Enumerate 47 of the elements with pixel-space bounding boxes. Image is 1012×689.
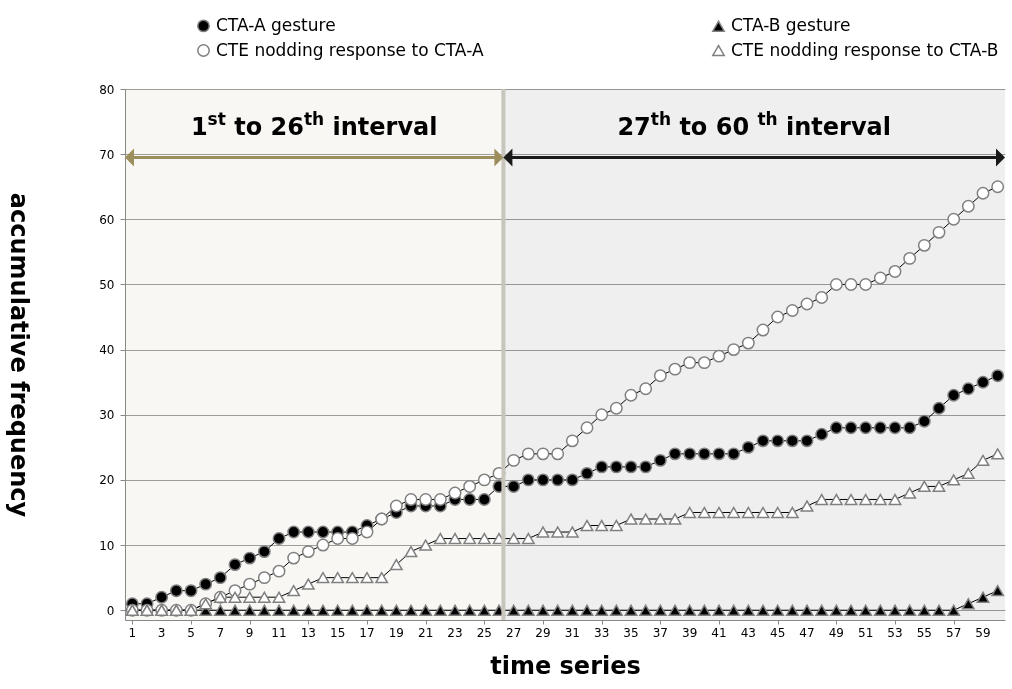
band-label: 27$^{th}$ to 60 $^{th}$ interval — [617, 108, 892, 141]
x-tick-label: 39 — [682, 626, 698, 640]
y-tick-label: 30 — [99, 408, 115, 423]
x-tick-label: 35 — [623, 626, 639, 640]
x-tick-label: 23 — [447, 626, 463, 640]
legend-label: CTE nodding response to CTA-A — [216, 39, 484, 60]
x-tick-label: 59 — [975, 626, 991, 640]
y-axis-title: accumulative frequency — [4, 192, 33, 518]
x-tick-label: 27 — [506, 626, 522, 640]
x-tick-label: 49 — [828, 626, 844, 640]
y-tick-label: 60 — [99, 212, 115, 227]
y-tick-label: 0 — [106, 603, 115, 618]
x-tick-label: 11 — [271, 626, 287, 640]
legend-label: CTA-A gesture — [216, 14, 336, 35]
x-tick-label: 3 — [157, 626, 166, 640]
band-label: 1$^{st}$ to 26$^{th}$ interval — [190, 108, 438, 141]
x-tick-label: 7 — [216, 626, 225, 640]
y-tick-label: 50 — [99, 277, 115, 292]
x-tick-label: 9 — [245, 626, 254, 640]
x-tick-label: 47 — [799, 626, 815, 640]
x-tick-label: 5 — [187, 626, 195, 640]
x-tick-label: 13 — [300, 626, 316, 640]
y-tick-label: 40 — [99, 343, 115, 358]
x-tick-label: 51 — [858, 626, 874, 640]
x-tick-label: 25 — [476, 626, 492, 640]
y-tick-label: 20 — [99, 473, 115, 488]
x-tick-label: 43 — [740, 626, 756, 640]
x-tick-label: 57 — [946, 626, 962, 640]
x-tick-label: 41 — [711, 626, 727, 640]
legend-label: CTA-B gesture — [731, 15, 851, 36]
x-tick-label: 55 — [916, 626, 932, 640]
x-tick-label: 31 — [564, 626, 580, 640]
x-tick-label: 33 — [594, 626, 610, 640]
x-tick-label: 15 — [330, 626, 346, 640]
x-tick-label: 1 — [128, 626, 137, 640]
y-tick-label: 10 — [99, 538, 115, 553]
y-tick-label: 70 — [99, 147, 115, 162]
x-tick-label: 19 — [388, 626, 404, 640]
x-tick-label: 29 — [535, 626, 551, 640]
x-tick-label: 45 — [770, 626, 786, 640]
y-tick-label: 80 — [99, 82, 115, 97]
x-tick-label: 21 — [418, 626, 434, 640]
legend-label: CTE nodding response to CTA-B — [731, 39, 999, 60]
x-tick-label: 17 — [359, 626, 375, 640]
x-axis-title: time series — [490, 652, 641, 680]
x-tick-label: 53 — [887, 626, 903, 640]
x-tick-label: 37 — [652, 626, 668, 640]
